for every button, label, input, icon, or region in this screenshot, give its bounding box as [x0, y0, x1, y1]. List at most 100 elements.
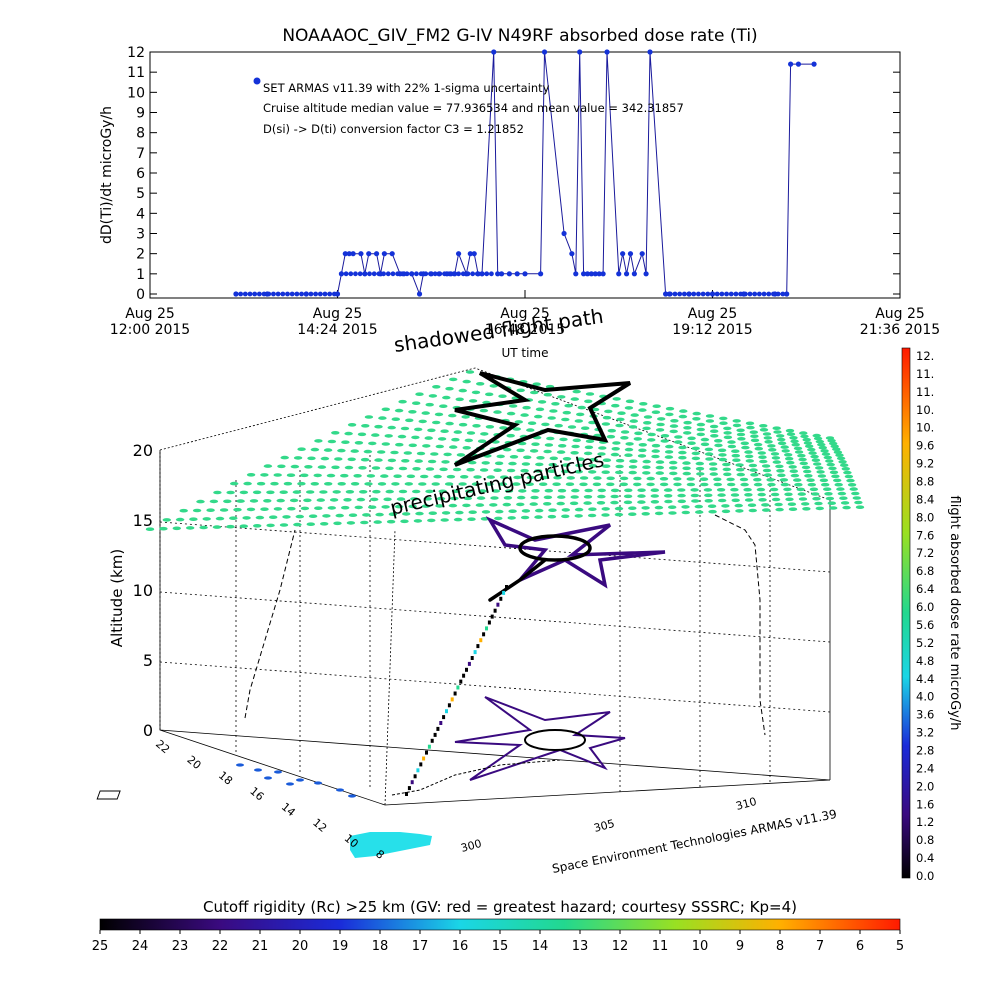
particle	[819, 478, 829, 483]
particle	[354, 441, 364, 445]
particle	[817, 474, 827, 478]
particle	[507, 516, 516, 520]
data-point	[252, 291, 258, 297]
particle	[719, 421, 728, 426]
particle	[775, 507, 784, 512]
particle	[825, 496, 835, 501]
particle	[458, 482, 467, 486]
particle	[730, 487, 739, 492]
particle	[565, 482, 575, 487]
particle	[610, 494, 619, 499]
particle	[464, 438, 473, 443]
climb-point	[419, 762, 423, 767]
y-tick-label: 12	[127, 45, 145, 61]
particle	[827, 501, 836, 506]
particle	[744, 498, 754, 502]
data-point	[381, 271, 386, 277]
particle	[436, 496, 446, 501]
particle	[798, 497, 808, 501]
particle	[189, 517, 198, 521]
particle	[781, 449, 790, 453]
particle	[633, 476, 642, 481]
data-point	[752, 291, 758, 297]
particle	[564, 403, 573, 408]
particle	[855, 505, 865, 510]
particle	[345, 490, 355, 494]
data-point	[442, 271, 447, 277]
particle	[279, 490, 288, 495]
particle	[329, 498, 339, 502]
particle	[508, 461, 517, 466]
dose-tick-label: 11.	[916, 367, 934, 381]
particle	[802, 507, 811, 511]
data-point	[432, 271, 438, 277]
particle	[748, 508, 757, 513]
particle	[455, 510, 464, 515]
particle	[847, 483, 857, 487]
particle	[601, 513, 610, 517]
particle	[253, 524, 262, 528]
contour-mark	[264, 776, 272, 780]
particle	[838, 460, 847, 464]
particle	[696, 432, 705, 437]
particle	[641, 506, 650, 510]
particle	[714, 443, 723, 448]
particle	[731, 498, 740, 503]
particle	[624, 406, 634, 410]
particle	[543, 392, 552, 397]
particle	[642, 465, 651, 470]
particle	[503, 447, 512, 452]
particle	[615, 423, 624, 428]
particle	[821, 482, 830, 487]
particle	[398, 466, 408, 471]
particle	[665, 444, 674, 449]
particle	[830, 444, 839, 449]
particle	[314, 506, 323, 511]
particle	[391, 482, 400, 486]
particle	[696, 422, 706, 427]
particle	[570, 397, 579, 401]
climb-point	[413, 774, 417, 779]
particle	[387, 458, 397, 463]
particle	[638, 443, 647, 447]
particle	[293, 456, 303, 460]
particle	[531, 489, 540, 493]
contour-mark	[336, 788, 344, 792]
x-tick-label-3d: 300	[459, 837, 483, 855]
data-point	[390, 271, 396, 277]
data-point	[514, 271, 520, 277]
particle	[290, 464, 300, 469]
particle	[816, 470, 825, 474]
particle	[512, 427, 521, 431]
particle	[745, 421, 755, 426]
particle	[620, 436, 629, 440]
data-point	[342, 251, 348, 257]
particle	[462, 503, 471, 508]
data-point	[470, 271, 476, 277]
particle	[717, 448, 727, 453]
chart-title: NOAAAOC_GIV_FM2 G-IV N49RF absorbed dose…	[282, 26, 757, 46]
rigidity-tick-label: 6	[856, 939, 864, 954]
climb-point	[479, 638, 483, 643]
particle	[496, 454, 505, 459]
particle	[770, 452, 780, 456]
particle	[673, 482, 682, 487]
dose-tick-label: 5.2	[916, 636, 934, 650]
climb-point	[416, 768, 420, 773]
particle	[381, 442, 390, 446]
particle	[300, 473, 309, 478]
particle	[215, 516, 225, 521]
particle	[561, 508, 570, 512]
data-point	[353, 271, 358, 277]
data-point	[784, 291, 790, 297]
particle	[665, 406, 675, 411]
particle	[530, 390, 539, 395]
particle	[442, 395, 451, 400]
particle	[650, 488, 659, 493]
particle	[852, 496, 861, 500]
x-tick-time: 16:48 2015	[485, 322, 565, 338]
data-point	[600, 271, 606, 277]
data-point	[719, 291, 725, 297]
rigidity-tick-label: 12	[612, 939, 629, 954]
dose-tick-label: 0.4	[916, 851, 934, 865]
